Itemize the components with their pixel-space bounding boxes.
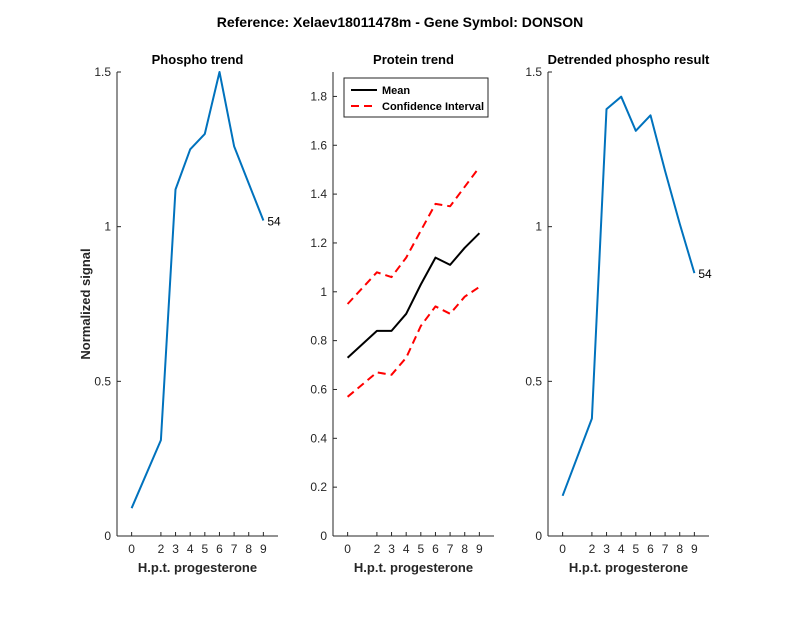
panel2-legend-box [343,77,489,118]
panel2-x-tick-label: 2 [374,542,381,556]
panel3-x-tick-label: 6 [647,542,654,556]
panel1-y-axis-label: Normalized signal [78,248,93,359]
panel1-title: Phospho trend [152,52,244,67]
panel3-x-tick-label: 8 [676,542,683,556]
panel2-x-tick-label: 6 [432,542,439,556]
panel2-y-tick-label: 0.8 [310,334,327,348]
panel2-x-tick-label: 7 [447,542,454,556]
panel3-title: Detrended phospho result [548,52,710,67]
panel2-mean-line [346,232,481,359]
panel1-x-tick-label: 0 [128,542,135,556]
panel2-y-tick-label: 0.6 [310,382,327,396]
panel1-x-tick-label: 8 [245,542,252,556]
panel2-x-tick-label: 3 [388,542,395,556]
panel3-x-tick-label: 2 [589,542,596,556]
panel1-y-tick-label: 1 [104,220,111,234]
figure-suptitle: Reference: Xelaev18011478m - Gene Symbol… [216,14,584,30]
panel3-x-tick-label: 7 [662,542,669,556]
panel2-y-tick-label: 1.2 [310,236,327,250]
panel2-y-tick-label: 0.4 [310,431,327,445]
panel2-x-tick-label: 9 [476,542,483,556]
panel1-y-tick-label: 1.5 [94,65,111,79]
panel1-x-tick-label: 3 [172,542,179,556]
panel2-y-tick-label: 1.4 [310,187,327,201]
panel1-x-axis-label: H.p.t. progesterone [138,560,257,575]
panel1-x-tick-label: 2 [158,542,165,556]
panel3-x-tick-label: 5 [632,542,639,556]
panel3-y-tick-label: 1 [535,220,542,234]
panel2-x-axis-label: H.p.t. progesterone [354,560,473,575]
panel1-x-tick-label: 7 [231,542,238,556]
panel2-y-tick-label: 1 [320,285,327,299]
panel1-annotation-label: 54 [267,214,281,228]
panel2-x-tick-label: 5 [417,542,424,556]
panel2-legend-entry-label: Confidence Interval [382,101,484,113]
panel2-series-3-line [346,286,480,398]
panel3-x-tick-label: 0 [559,542,566,556]
panel2-x-tick-label: 0 [344,542,351,556]
panel1-y-tick-label: 0.5 [94,374,111,388]
panel3-annotation-label: 54 [698,267,712,281]
panel1-x-tick-label: 4 [187,542,194,556]
panel1-x-tick-label: 5 [201,542,208,556]
panel1-series-1-line [130,71,265,509]
panel1-y-tick-label: 0 [104,529,111,543]
panel2-y-tick-label: 1.8 [310,89,327,103]
panel3-series-1-line [561,95,696,497]
panel2-x-tick-label: 4 [403,542,410,556]
panel3-y-tick-label: 1.5 [525,65,542,79]
panel3-x-tick-label: 4 [618,542,625,556]
panel1-x-tick-label: 6 [216,542,223,556]
panel3-x-axis-label: H.p.t. progesterone [569,560,688,575]
panel2-title: Protein trend [373,52,454,67]
panel3-y-tick-label: 0 [535,529,542,543]
panel2-confidence-interval-line [346,166,481,305]
panel2-x-tick-label: 8 [461,542,468,556]
panel3-x-tick-label: 3 [603,542,610,556]
panel3-y-tick-label: 0.5 [525,374,542,388]
panel2-y-tick-label: 1.6 [310,138,327,152]
panel1-x-tick-label: 9 [260,542,267,556]
panel3-x-tick-label: 9 [691,542,698,556]
panel2-legend-entry-label: Mean [382,85,410,97]
panel2-y-tick-label: 0 [320,529,327,543]
panel2-y-tick-label: 0.2 [310,480,327,494]
